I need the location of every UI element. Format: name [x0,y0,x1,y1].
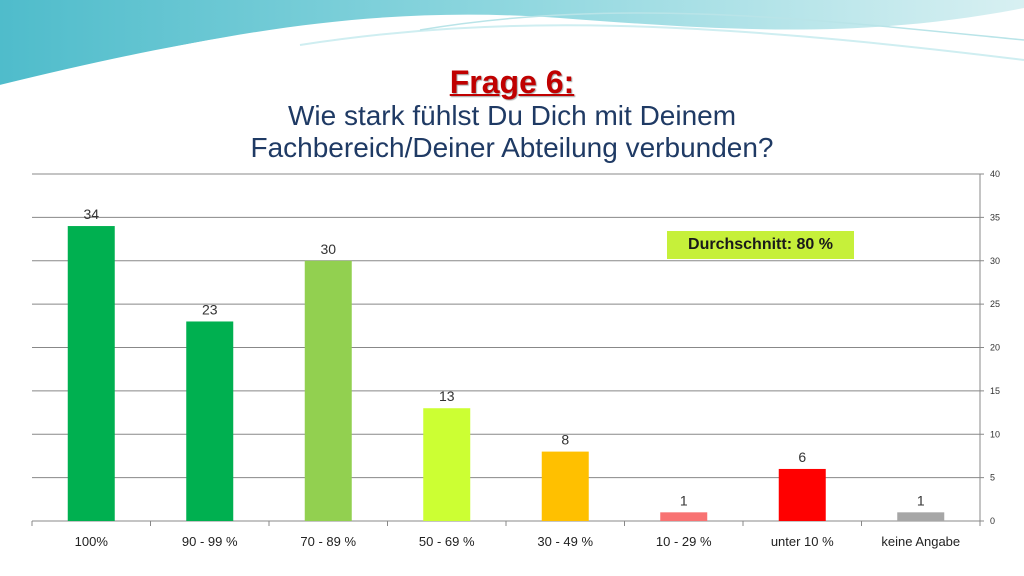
data-label: 8 [561,432,569,448]
slide-title: Frage 6: [449,64,575,100]
y-tick-label: 0 [990,516,995,526]
average-badge: Durchschnitt: 80 % [667,231,854,259]
x-tick-label: keine Angabe [881,534,960,549]
data-label: 13 [439,388,455,404]
y-tick-label: 10 [990,429,1000,439]
decorative-wave-header [0,0,1024,91]
x-tick-label: 10 - 29 % [656,534,712,549]
data-label: 34 [83,206,99,222]
y-tick-label: 40 [990,169,1000,179]
bar [67,226,115,522]
data-label: 1 [680,492,688,508]
bar [304,260,352,521]
bar [186,321,234,521]
y-tick-label: 30 [990,256,1000,266]
y-tick-label: 25 [990,299,1000,309]
bar [541,451,589,521]
x-tick-label: 70 - 89 % [300,534,356,549]
bar-chart: 0 5 10 15 20 25 30 35 40 34 100% 23 90 - 99 % 30 70 - … [31,169,1000,549]
slide-subtitle: Wie stark fühlst Du Dich mit Deinem Fach… [0,100,1024,164]
y-tick-label: 20 [990,343,1000,353]
x-tick-label: unter 10 % [771,534,834,549]
bar [778,468,826,521]
x-tick-label: 50 - 69 % [419,534,475,549]
data-label: 30 [320,241,336,257]
y-tick-label: 35 [990,212,1000,222]
bar [423,408,471,521]
data-label: 23 [202,301,218,317]
data-label: 6 [798,449,806,465]
bar [660,512,708,521]
subtitle-line-2: Fachbereich/Deiner Abteilung verbunden? [250,132,774,163]
x-tick-label: 90 - 99 % [182,534,238,549]
subtitle-line-1: Wie stark fühlst Du Dich mit Deinem [287,100,737,131]
data-label: 1 [917,492,925,508]
bar [897,512,945,521]
y-tick-label: 5 [990,473,995,483]
x-tick-label: 30 - 49 % [537,534,593,549]
x-tick-label: 100% [75,534,109,549]
y-tick-label: 15 [990,386,1000,396]
